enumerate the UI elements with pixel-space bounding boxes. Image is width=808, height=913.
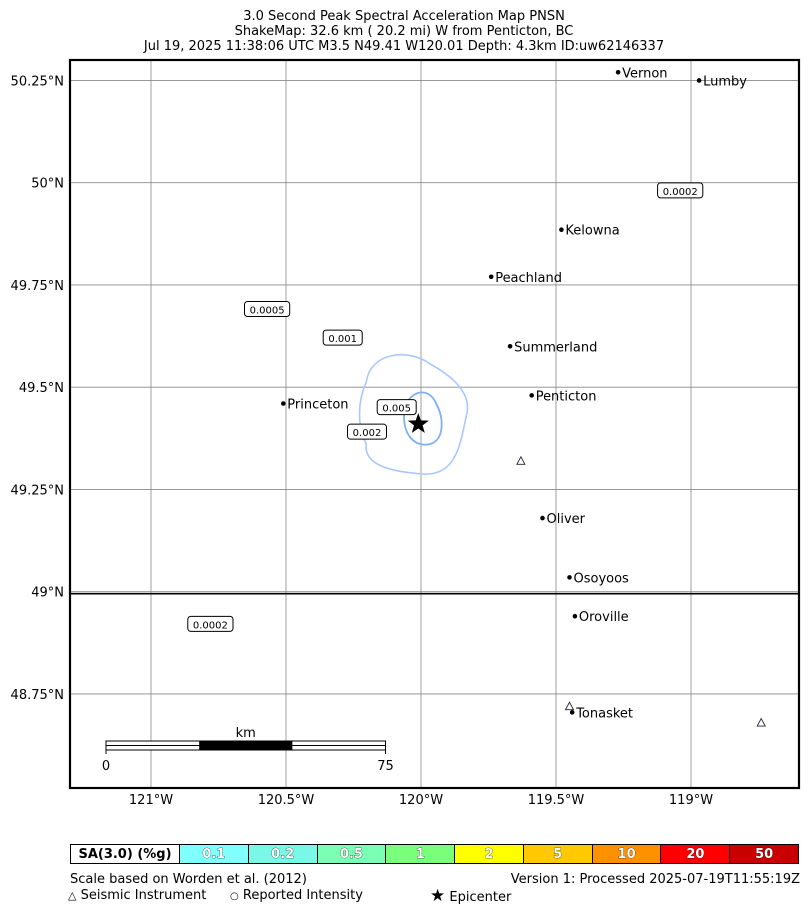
version-note: Version 1: Processed 2025-07-19T11:55:19… — [510, 872, 800, 887]
legend-bin-label: 2 — [484, 846, 494, 862]
triangle-icon: △ — [68, 889, 77, 902]
contour-label: 0.0005 — [250, 305, 285, 316]
reported-label: Reported Intensity — [242, 888, 363, 903]
legend-bin: 1 — [385, 845, 455, 863]
map-subtitle: ShakeMap: 32.6 km ( 20.2 mi) W from Pent… — [234, 24, 574, 39]
lat-tick-label: 49.25°N — [11, 483, 64, 498]
legend-bin: 50 — [729, 845, 799, 863]
contour-label-box — [187, 615, 234, 632]
legend-bin-label: 1 — [415, 846, 425, 862]
lat-tick-label: 49.5°N — [19, 381, 64, 396]
city-label: Tonasket — [575, 706, 633, 721]
city-label: Oroville — [579, 610, 629, 625]
city-dot — [569, 710, 575, 715]
contour-line-inner — [403, 391, 443, 446]
city-dot — [567, 575, 572, 580]
seismic-station-triangle — [756, 717, 766, 727]
contour-label: 0.002 — [353, 428, 382, 439]
legend-bin-label: 0.5 — [339, 846, 364, 862]
lat-tick-label: 49°N — [31, 586, 64, 601]
city-dot — [559, 227, 564, 233]
legend-bin: 2 — [454, 845, 523, 863]
contour-label-box — [376, 399, 417, 416]
contour-label-box — [657, 182, 704, 199]
legend-bin-label: 0.1 — [202, 846, 226, 862]
contour-line-outer — [358, 353, 469, 475]
city-label: Princeton — [287, 398, 348, 413]
lon-tick-label: 119°W — [669, 793, 713, 808]
scale-note: Scale based on Worden et al. (2012) — [70, 872, 307, 887]
legend-bin-label: 5 — [553, 846, 563, 862]
scale-bar-end-label: 75 — [377, 759, 394, 774]
legend-bin: 0.2 — [247, 845, 317, 863]
seismic-station-triangle — [516, 455, 526, 465]
city-dot — [615, 69, 621, 75]
city-label: Osoyoos — [574, 571, 630, 586]
city-dot — [488, 274, 494, 280]
city-dot — [507, 343, 513, 349]
lat-tick-label: 49.75°N — [11, 279, 64, 294]
legend-title: SA(3.0) (%g) — [71, 845, 179, 863]
contour-label-box — [322, 329, 363, 346]
seismic-station-triangle — [564, 701, 575, 711]
legend-bin: 5 — [522, 845, 592, 863]
epicenter-label: Epicenter — [449, 890, 512, 905]
city-label: Lumby — [703, 74, 747, 89]
legend-bin: 20 — [660, 845, 730, 863]
seismic-label: Seismic Instrument — [80, 888, 207, 903]
event-info: Jul 19, 2025 11:38:06 UTC M3.5 N49.41 W1… — [143, 39, 665, 54]
reported-intensity-legend: ○ Reported Intensity — [230, 888, 363, 903]
contour-label: 0.005 — [382, 404, 411, 415]
lat-tick-label: 50.25°N — [11, 74, 64, 89]
legend-bin: 10 — [591, 845, 661, 863]
city-label: Vernon — [622, 66, 667, 81]
legend-bin-label: 10 — [617, 846, 636, 862]
lat-tick-label: 50°N — [31, 177, 64, 192]
contour-label-box — [347, 423, 387, 440]
city-dot — [529, 393, 534, 398]
contour-label: 0.0002 — [193, 620, 228, 631]
city-dot — [572, 613, 578, 619]
legend-bin-label: 0.2 — [271, 846, 295, 862]
map-frame — [68, 58, 801, 790]
city-dot — [281, 401, 286, 406]
lon-tick-label: 120°W — [399, 793, 443, 808]
star-icon: ★ — [430, 886, 446, 906]
city-label: Kelowna — [565, 224, 619, 239]
lat-tick-label: 48.75°N — [11, 688, 64, 703]
contour-label: 0.001 — [328, 334, 357, 345]
city-label: Oliver — [547, 512, 586, 527]
scale-bar-start-label: 0 — [102, 759, 110, 774]
scale-bar-unit: km — [236, 726, 256, 741]
contour-label-box — [244, 300, 291, 317]
epicenter-legend: ★ Epicenter — [430, 886, 511, 906]
legend-bin-label: 20 — [686, 846, 705, 862]
city-label: Penticton — [536, 389, 597, 404]
contour-label: 0.0002 — [663, 187, 698, 198]
map-title: 3.0 Second Peak Spectral Acceleration Ma… — [243, 9, 565, 24]
city-dot — [696, 78, 702, 83]
city-label: Peachland — [495, 271, 562, 286]
epicenter-star — [407, 413, 429, 433]
circle-icon: ○ — [230, 891, 239, 902]
lon-tick-label: 121°W — [129, 793, 173, 808]
legend-bin-label: 50 — [755, 846, 774, 862]
map-area — [70, 60, 799, 788]
legend-bin: 0.1 — [179, 845, 248, 863]
lon-tick-label: 119.5°W — [528, 793, 585, 808]
legend-bin: 0.5 — [316, 845, 386, 863]
city-dot — [540, 515, 545, 521]
intensity-legend: SA(3.0) (%g) 0.1 0.2 0.5 1 2 5 10 20 50 — [70, 844, 799, 864]
seismic-instrument-legend: △ Seismic Instrument — [68, 888, 206, 903]
lon-tick-label: 120.5°W — [258, 793, 315, 808]
city-label: Summerland — [514, 340, 597, 355]
